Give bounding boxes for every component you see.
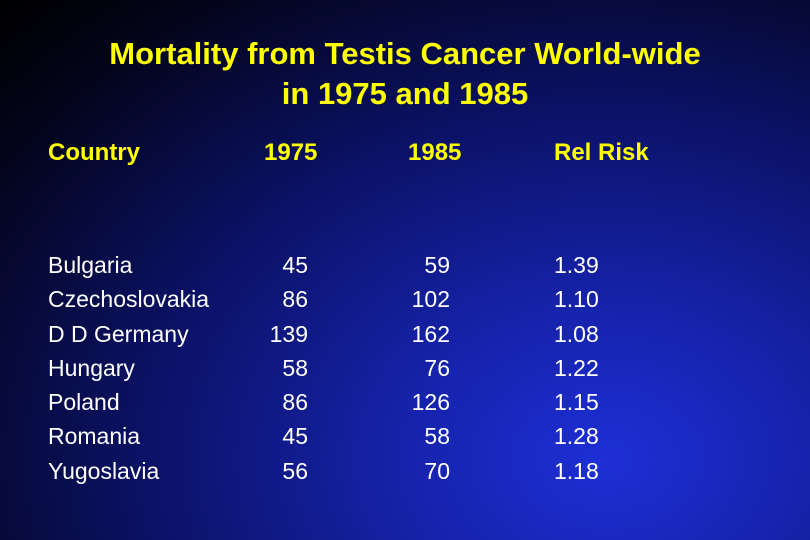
header-country: Country [48,139,140,166]
rel-risk-column: 1.39 1.10 1.08 1.22 1.15 1.28 1.18 [554,248,634,488]
title-line-2: in 1975 and 1985 [281,76,529,111]
value-1985-cell: 58 [424,423,450,450]
values-1985-column: 59 102 162 76 126 58 70 [390,248,450,488]
value-1985-cell: 59 [424,252,450,278]
value-1975-cell: 58 [282,354,308,381]
country-cell: Poland [48,389,120,416]
rel-risk-cell: 1.08 [554,320,599,347]
country-cell: Yugoslavia [48,457,160,484]
rel-risk-cell: 1.18 [554,457,599,484]
rel-risk-cell: 1.15 [554,389,599,416]
country-cell: Romania [48,423,141,450]
value-1975-cell: 86 [282,389,308,416]
header-1975: 1975 [264,139,318,166]
value-1985-cell: 102 [411,286,450,313]
value-1985-cell: 126 [411,389,450,416]
country-cell: D D Germany [48,320,189,347]
values-1975-column: 45 86 139 58 86 45 56 [248,248,308,488]
value-1975-cell: 45 [282,252,308,278]
country-cell: Czechoslovakia [48,286,210,313]
country-cell: Bulgaria [48,252,133,278]
rel-risk-cell: 1.28 [554,423,599,450]
value-1975-cell: 86 [282,286,308,313]
slide-title: Mortality from Testis Cancer World-wide … [0,34,810,114]
value-1985-cell: 162 [411,320,450,347]
header-rel-risk: Rel Risk [554,139,649,166]
rel-risk-cell: 1.22 [554,354,599,381]
country-column: Bulgaria Czechoslovakia D D Germany Hungary… [48,248,248,488]
value-1975-cell: 139 [269,320,308,347]
header-1985: 1985 [408,139,462,166]
value-1975-cell: 56 [282,457,308,484]
value-1985-cell: 76 [424,354,450,381]
rel-risk-cell: 1.10 [554,286,599,313]
country-cell: Hungary [48,354,135,381]
rel-risk-cell: 1.39 [554,252,599,278]
title-line-1: Mortality from Testis Cancer World-wide [109,36,701,71]
value-1975-cell: 45 [282,423,308,450]
value-1985-cell: 70 [424,457,450,484]
